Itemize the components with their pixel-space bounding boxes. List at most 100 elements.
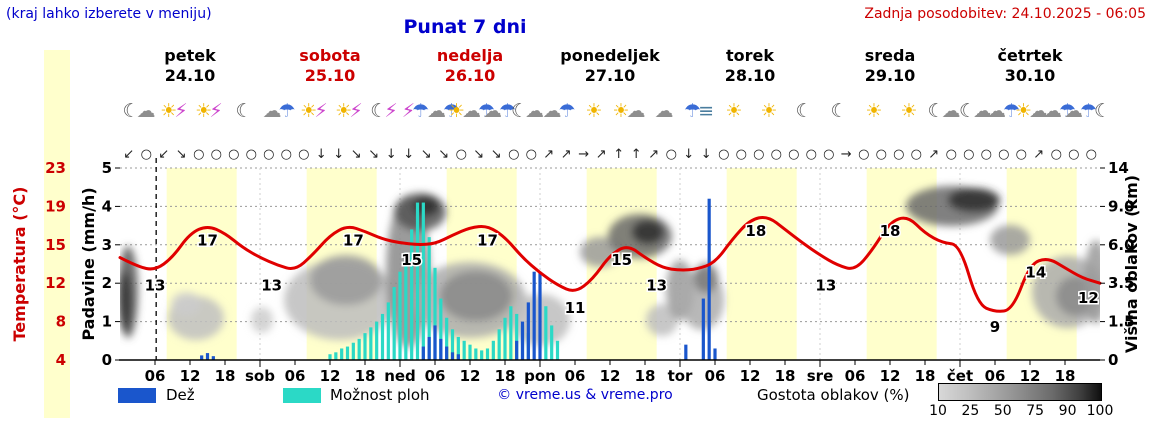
rain-bars	[200, 198, 717, 360]
wind-barb-icon: ↗	[648, 147, 660, 162]
wind-barb-icon: ↓	[683, 147, 695, 162]
wind-barb-icon: ↗	[595, 147, 607, 162]
temperature-value-label: 13	[145, 276, 166, 294]
wind-barb-icon: →	[840, 147, 852, 162]
temp-tick-label: 23	[45, 159, 66, 177]
x-day-label: tor	[668, 367, 693, 385]
wind-calm-icon: ○	[1085, 147, 1097, 162]
wind-barb-icon: ↘	[473, 147, 485, 162]
cloud-tick-label: 6.0	[1108, 236, 1135, 254]
x-hour-label: 18	[915, 367, 936, 385]
day-date-5: 28.10	[724, 66, 776, 85]
wind-barb-icon: ↑	[630, 147, 642, 162]
precip-tick-label: 1	[102, 313, 112, 331]
wind-barb-icon: ↓	[315, 147, 327, 162]
wind-barb-icon: ↙	[123, 147, 135, 162]
x-day-label: ned	[384, 367, 416, 385]
temp-tick-label: 4	[56, 351, 66, 369]
temp-scale-band	[44, 50, 70, 418]
cloud-icon: ☁	[654, 100, 674, 122]
temperature-value-label: 13	[261, 276, 282, 294]
wind-calm-icon: ○	[525, 147, 537, 162]
wind-calm-icon: ○	[245, 147, 257, 162]
x-hour-label: 06	[425, 367, 446, 385]
x-hour-label: 12	[880, 367, 901, 385]
sun-storm-icon: ☀⚡	[335, 100, 362, 122]
wind-barb-icon: ↘	[420, 147, 432, 162]
density-tick-label: 10	[929, 403, 947, 419]
moon-storm-icon: ☾⚡	[370, 100, 397, 122]
temp-tick-label: 12	[45, 274, 66, 292]
rain-legend-swatch	[118, 388, 156, 403]
cloud-rain-icon: ☁☂	[482, 100, 516, 122]
x-day-label: pon	[524, 367, 556, 385]
x-hour-label: 12	[320, 367, 341, 385]
day-name-6: sreda	[864, 46, 916, 65]
wind-calm-icon: ○	[788, 147, 800, 162]
wind-barb-icon: ↘	[368, 147, 380, 162]
moon-icon: ☾	[795, 100, 812, 122]
density-tick-label: 50	[993, 403, 1012, 419]
temperature-value-label: 13	[815, 276, 836, 294]
sun-cloud-icon: ☀☁	[1014, 100, 1048, 122]
x-hour-label: 18	[495, 367, 516, 385]
cloud-rain-icon: ☁☂	[986, 100, 1020, 122]
moon-cloud-icon: ☾☁	[958, 100, 992, 122]
cloud-tick-label: 0	[1108, 351, 1118, 369]
temperature-value-label: 17	[343, 232, 364, 250]
density-tick-label: 100	[1086, 403, 1114, 419]
wind-calm-icon: ○	[910, 147, 922, 162]
day-date-2: 25.10	[304, 66, 356, 85]
wind-barb-icon: ↙	[158, 147, 170, 162]
x-hour-label: 12	[180, 367, 201, 385]
day-name-7: četrtek	[997, 46, 1063, 65]
sun-icon: ☀	[585, 100, 602, 122]
last-update: Zadnja posodobitev: 24.10.2025 - 06:05	[864, 6, 1146, 22]
day-date-7: 30.10	[1004, 66, 1056, 85]
cloud-tick-label: 14	[1108, 159, 1129, 177]
day-date-3: 26.10	[444, 66, 496, 85]
temperature-value-label: 13	[646, 276, 667, 294]
wind-calm-icon: ○	[875, 147, 887, 162]
storm-rain-icon: ⚡☂	[401, 100, 429, 122]
wind-calm-icon: ○	[718, 147, 730, 162]
x-hour-label: 12	[600, 367, 621, 385]
precip-tick-label: 5	[102, 159, 112, 177]
x-hour-label: 06	[145, 367, 166, 385]
cloud-tick-label: 1.5	[1108, 313, 1135, 331]
sun-icon: ☀	[760, 100, 777, 122]
daytime-band	[726, 168, 797, 360]
wind-barb-icon: ↗	[560, 147, 572, 162]
day-name-4: ponedeljek	[560, 46, 660, 65]
wind-calm-icon: ○	[508, 147, 520, 162]
page-title: Punat 7 dni	[403, 16, 527, 38]
temperature-value-label: 17	[197, 232, 218, 250]
day-date-1: 24.10	[164, 66, 216, 85]
copyright-link[interactable]: © vreme.us & vreme.pro	[497, 387, 673, 403]
wind-calm-icon: ○	[280, 147, 292, 162]
wind-calm-icon: ○	[455, 147, 467, 162]
temperature-value-label: 9	[990, 318, 1000, 336]
day-name-3: nedelja	[436, 46, 504, 65]
temp-tick-label: 19	[45, 197, 66, 215]
density-tick-label: 25	[961, 403, 980, 419]
sun-icon: ☀	[725, 100, 742, 122]
cloud-rain-icon: ☁☂	[262, 100, 295, 122]
x-hour-label: 18	[215, 367, 236, 385]
wind-barb-icon: ↗	[543, 147, 555, 162]
wind-calm-icon: ○	[665, 147, 677, 162]
wind-calm-icon: ○	[140, 147, 152, 162]
wind-calm-icon: ○	[858, 147, 870, 162]
wind-calm-icon: ○	[210, 147, 222, 162]
wind-calm-icon: ○	[1068, 147, 1080, 162]
temperature-value-label: 15	[401, 251, 422, 269]
wind-calm-icon: ○	[945, 147, 957, 162]
x-hour-label: 18	[775, 367, 796, 385]
wind-calm-icon: ○	[805, 147, 817, 162]
cloud-rain-icon: ☁☂	[542, 100, 575, 122]
moon-cloud-icon: ☾☁	[510, 100, 544, 122]
temperature-value-label: 15	[611, 251, 632, 269]
wind-barb-icon: ↑	[613, 147, 625, 162]
wind-barb-icon: ↘	[490, 147, 502, 162]
density-tick-label: 75	[1026, 403, 1045, 419]
